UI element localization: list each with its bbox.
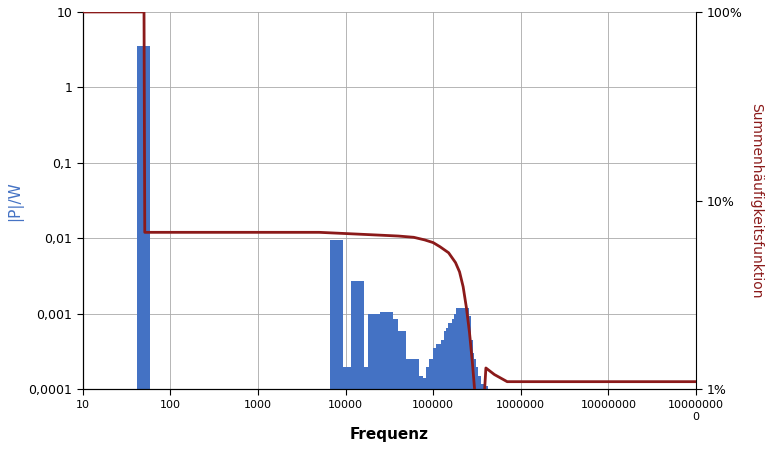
Bar xyxy=(454,314,467,389)
Bar xyxy=(465,367,478,389)
Bar xyxy=(403,372,416,389)
Bar xyxy=(351,282,364,389)
Bar xyxy=(368,314,382,389)
Bar xyxy=(407,376,421,389)
Bar xyxy=(338,367,352,389)
Bar xyxy=(137,46,150,389)
Bar xyxy=(385,319,398,389)
Bar xyxy=(467,376,481,389)
Bar xyxy=(414,381,428,389)
Bar xyxy=(470,383,484,389)
Bar xyxy=(360,367,374,389)
Bar xyxy=(412,379,426,389)
Bar xyxy=(389,331,403,389)
Bar xyxy=(374,314,388,389)
Bar xyxy=(397,360,410,389)
Bar xyxy=(380,313,393,389)
Bar xyxy=(393,331,407,389)
Bar xyxy=(430,360,443,389)
Bar xyxy=(418,386,432,389)
Bar xyxy=(330,240,343,389)
Bar xyxy=(436,344,449,389)
Bar xyxy=(433,348,447,389)
Bar xyxy=(400,376,413,389)
Bar xyxy=(474,386,488,389)
Bar xyxy=(472,386,486,389)
Bar xyxy=(448,323,462,389)
Bar xyxy=(441,340,455,389)
Bar xyxy=(405,360,419,389)
Y-axis label: Summenhäufigkeitsfunktion: Summenhäufigkeitsfunktion xyxy=(749,103,763,299)
Bar xyxy=(410,376,424,389)
Bar xyxy=(457,316,471,389)
Y-axis label: |P|/W: |P|/W xyxy=(7,181,23,220)
Bar xyxy=(426,367,440,389)
Bar xyxy=(462,360,476,389)
Bar xyxy=(446,328,460,389)
Bar xyxy=(444,331,457,389)
Bar xyxy=(459,340,473,389)
Bar xyxy=(417,383,430,389)
Bar xyxy=(460,353,474,389)
Bar xyxy=(420,386,434,389)
Bar xyxy=(452,319,466,389)
Bar xyxy=(456,308,469,389)
X-axis label: Frequenz: Frequenz xyxy=(350,427,429,442)
